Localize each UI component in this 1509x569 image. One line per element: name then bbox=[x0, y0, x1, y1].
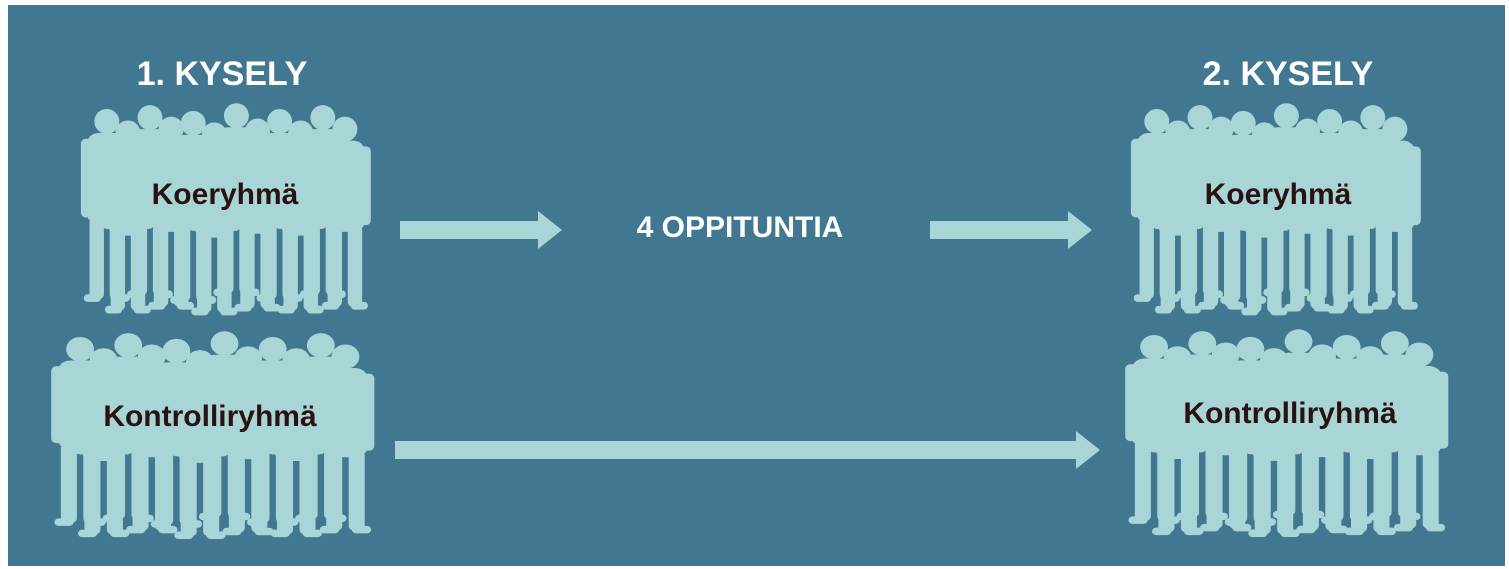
group-label: Koeryhmä bbox=[152, 178, 299, 211]
group-label: Koeryhmä bbox=[1205, 178, 1352, 211]
group-label: Kontrolliryhmä bbox=[103, 400, 317, 433]
intervention-label: 4 OPPITUNTIA bbox=[637, 211, 844, 244]
crowd-silhouette bbox=[1125, 329, 1448, 537]
diagram: 1. KYSELY Koeryhmä Kontrolliryhmä 2. KYS… bbox=[0, 0, 1509, 569]
survey-title: 1. KYSELY bbox=[137, 55, 308, 93]
crowd-silhouette bbox=[51, 331, 374, 539]
survey-title: 2. KYSELY bbox=[1203, 55, 1374, 93]
group-label: Kontrolliryhmä bbox=[1183, 397, 1397, 430]
